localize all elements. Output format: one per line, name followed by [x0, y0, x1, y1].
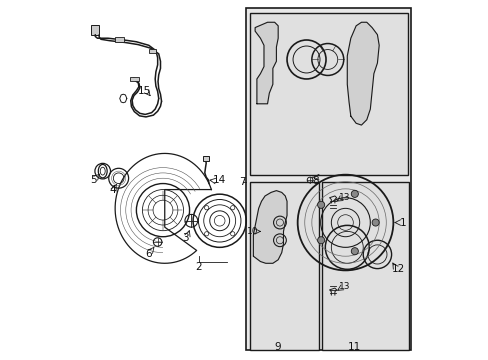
Text: 5: 5	[90, 175, 96, 185]
Text: 3: 3	[182, 234, 188, 243]
Bar	[246, 8, 410, 350]
Text: 11: 11	[347, 342, 360, 352]
Text: 15: 15	[138, 86, 151, 96]
Text: 6: 6	[144, 249, 151, 259]
Circle shape	[317, 201, 324, 208]
Text: 8: 8	[311, 176, 318, 186]
Bar	[115, 37, 124, 42]
Circle shape	[350, 190, 358, 197]
Circle shape	[371, 219, 378, 226]
Text: 2: 2	[195, 262, 202, 272]
Bar	[321, 182, 408, 350]
Text: 12: 12	[391, 264, 405, 274]
Circle shape	[317, 237, 324, 244]
Ellipse shape	[98, 165, 107, 178]
Text: 10: 10	[247, 227, 258, 236]
Polygon shape	[346, 22, 378, 125]
Bar	[249, 182, 318, 350]
Text: 13: 13	[338, 282, 350, 291]
Polygon shape	[255, 22, 278, 104]
Bar	[91, 25, 99, 35]
Bar	[130, 77, 138, 81]
Text: 9: 9	[274, 342, 281, 352]
Bar	[203, 156, 208, 161]
Polygon shape	[115, 153, 211, 263]
Bar	[249, 13, 407, 175]
Text: 1: 1	[399, 217, 406, 228]
Circle shape	[350, 248, 358, 255]
Text: 7: 7	[239, 177, 245, 187]
Polygon shape	[253, 191, 286, 263]
Text: 13: 13	[338, 193, 350, 202]
Text: 14: 14	[212, 175, 225, 185]
Text: 4: 4	[109, 185, 116, 195]
Bar	[148, 49, 156, 54]
